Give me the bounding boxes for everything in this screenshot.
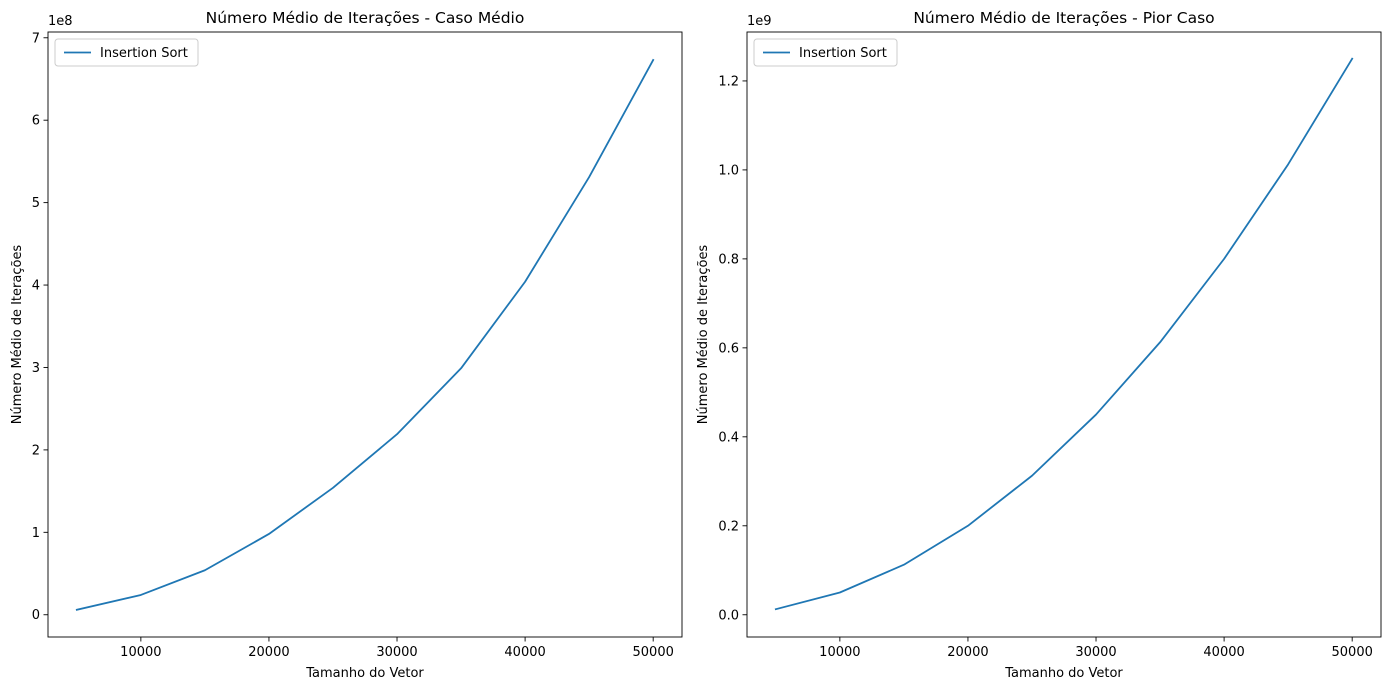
y-tick-label: 6	[32, 114, 40, 129]
x-axis-label: Tamanho do Vetor	[1004, 666, 1123, 681]
legend-label: Insertion Sort	[100, 46, 188, 61]
y-tick-label: 0	[32, 608, 40, 623]
legend-box	[753, 38, 898, 67]
x-tick-label: 10000	[120, 645, 161, 660]
x-tick-label: 50000	[633, 645, 674, 660]
x-tick-label: 40000	[504, 645, 545, 660]
x-axis-label: Tamanho do Vetor	[305, 666, 424, 681]
y-tick-label: 1.2	[718, 74, 739, 89]
x-tick-label: 20000	[947, 645, 988, 660]
x-tick-label: 40000	[1203, 645, 1244, 660]
y-tick-label: 0.0	[718, 608, 739, 623]
y-tick-label: 7	[32, 31, 40, 46]
x-tick-label: 30000	[1075, 645, 1116, 660]
y-tick-label: 2	[32, 443, 40, 458]
chart-panel-1: 10000 20000 30000 40000 50000 0 1 2 3 4 5 6 7 1e8 Núme…	[10, 9, 683, 681]
legend-box	[54, 38, 199, 67]
y-tick-label: 1.0	[718, 163, 739, 178]
y-tick-label: 0.8	[718, 252, 739, 267]
y-tick-label: 5	[32, 196, 40, 211]
y-tick-label: 1	[32, 526, 40, 541]
y-tick-label: 0.6	[718, 341, 739, 356]
legend: Insertion Sort	[54, 38, 199, 67]
chart-title: Número Médio de Iterações - Pior Caso	[913, 9, 1214, 27]
y-tick-label: 3	[32, 361, 40, 376]
axis-offset-label: 1e8	[48, 14, 73, 29]
axes-frame	[47, 31, 683, 638]
chart-title: Número Médio de Iterações - Caso Médio	[206, 9, 525, 27]
series-line-insertion-sort	[774, 57, 1354, 611]
y-axis-label: Número Médio de Iterações	[696, 245, 711, 425]
x-tick-label: 50000	[1332, 645, 1373, 660]
legend-label: Insertion Sort	[799, 46, 887, 61]
y-tick-label: 0.4	[718, 430, 739, 445]
axes-frame	[746, 31, 1382, 638]
y-tick-label: 0.2	[718, 519, 739, 534]
x-tick-label: 20000	[248, 645, 289, 660]
chart-panel-2: 10000 20000 30000 40000 50000 0.0 0.2 0.4 0.6 0.8…	[696, 9, 1382, 681]
legend: Insertion Sort	[753, 38, 898, 67]
y-axis-label: Número Médio de Iterações	[10, 245, 25, 425]
series-line-insertion-sort	[75, 58, 655, 611]
x-tick-label: 30000	[376, 645, 417, 660]
y-tick-label: 4	[32, 279, 40, 294]
x-tick-label: 10000	[819, 645, 860, 660]
axis-offset-label: 1e9	[747, 14, 772, 29]
